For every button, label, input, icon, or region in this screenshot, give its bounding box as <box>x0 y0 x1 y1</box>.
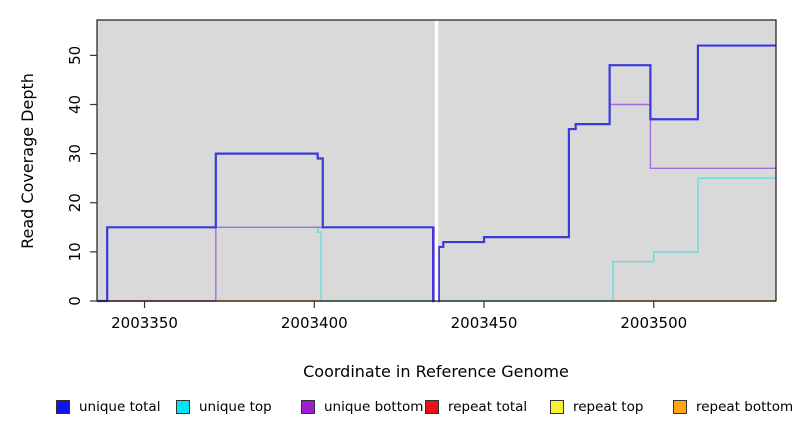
y-tick-label: 20 <box>66 193 84 212</box>
legend-swatch-icon <box>176 400 190 414</box>
y-tick-label: 10 <box>66 242 84 261</box>
legend-item-repeat-top: repeat top <box>550 396 643 418</box>
coverage-chart: 2003350 2003400 2003450 200350001020304050 … <box>18 19 777 381</box>
y-tick-label: 40 <box>66 95 84 114</box>
missing-data-gap <box>434 20 439 301</box>
legend-swatch-icon <box>550 400 564 414</box>
legend-label: unique total <box>79 399 161 415</box>
legend-label: repeat top <box>573 399 644 415</box>
x-tick-label: 2003400 <box>281 314 348 332</box>
legend-swatch-icon <box>425 400 439 414</box>
legend-swatch-icon <box>301 400 315 414</box>
axes: 2003350 2003400 2003450 2003500 0 10 20 30 40 50 <box>66 46 687 332</box>
x-tick-label: 2003350 <box>111 314 178 332</box>
legend-label: repeat total <box>448 399 528 415</box>
legend-item-unique-bottom: unique bottom <box>301 396 423 418</box>
y-axis-title: Read Coverage Depth <box>18 73 37 249</box>
plot-frame <box>96 19 777 302</box>
legend-label: unique bottom <box>324 399 424 415</box>
x-tick-label: 2003450 <box>451 314 518 332</box>
legend-swatch-icon <box>56 400 70 414</box>
legend-label: unique top <box>199 399 272 415</box>
legend-swatch-icon <box>673 400 687 414</box>
coverage-line-unique-total <box>97 44 776 303</box>
legend-label: repeat bottom <box>696 399 792 415</box>
legend: unique total unique top unique bottom repea… <box>0 396 792 422</box>
x-tick-label: 2003500 <box>620 314 687 332</box>
legend-item-unique-top: unique top <box>176 396 272 418</box>
legend-item-unique-total: unique total <box>56 396 160 418</box>
y-tick-label: 50 <box>66 46 84 65</box>
y-tick-label: 0 <box>66 296 84 306</box>
x-axis-title: Coordinate in Reference Genome <box>303 362 569 381</box>
y-tick-label: 30 <box>66 144 84 163</box>
legend-item-repeat-total: repeat total <box>425 396 527 418</box>
coverage-gap-band <box>434 20 439 301</box>
legend-item-repeat-bottom: repeat bottom <box>673 396 792 418</box>
plot-border <box>96 19 777 302</box>
